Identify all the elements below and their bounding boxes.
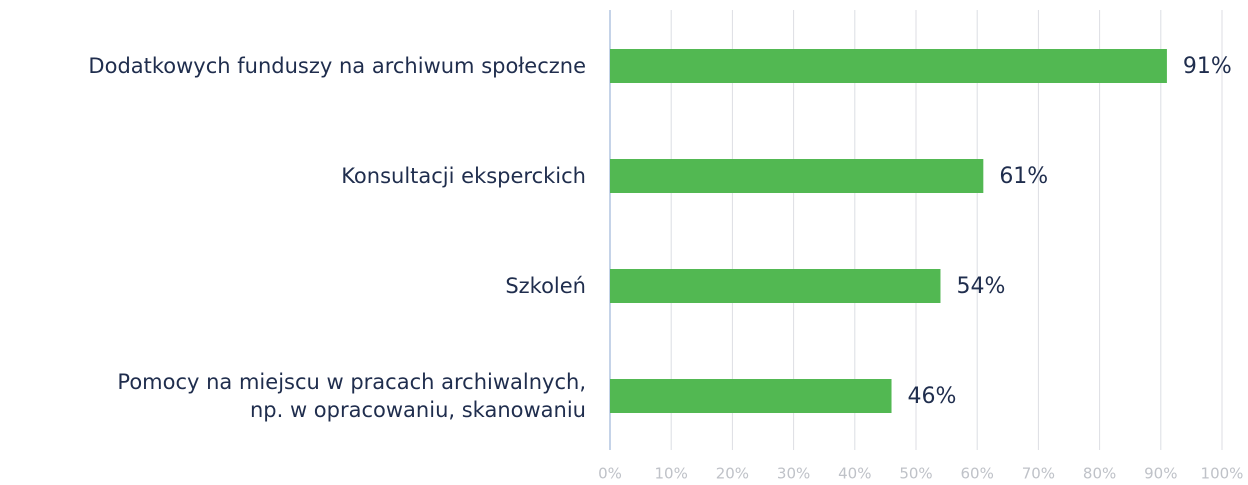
- value-label: 61%: [999, 164, 1048, 189]
- value-label: 54%: [956, 274, 1005, 299]
- x-tick-label: 100%: [1201, 465, 1244, 483]
- value-label: 46%: [908, 384, 957, 409]
- x-tick-label: 20%: [716, 465, 749, 483]
- bar: [610, 379, 892, 413]
- x-tick-label: 70%: [1022, 465, 1055, 483]
- category-label: Konsultacji eksperckich: [341, 164, 586, 188]
- bar: [610, 269, 941, 303]
- x-tick-label: 60%: [961, 465, 994, 483]
- x-tick-label: 50%: [899, 465, 932, 483]
- x-tick-label: 80%: [1083, 465, 1116, 483]
- value-label: 91%: [1183, 54, 1232, 79]
- category-label: Szkoleń: [505, 274, 586, 298]
- x-tick-label: 30%: [777, 465, 810, 483]
- bar: [610, 49, 1167, 83]
- x-tick-label: 10%: [655, 465, 688, 483]
- category-label: Pomocy na miejscu w pracach archiwalnych…: [117, 370, 586, 422]
- x-tick-label: 40%: [838, 465, 871, 483]
- x-tick-label: 90%: [1144, 465, 1177, 483]
- bar: [610, 159, 984, 193]
- category-label: Dodatkowych funduszy na archiwum społecz…: [88, 54, 586, 78]
- x-tick-label: 0%: [598, 465, 622, 483]
